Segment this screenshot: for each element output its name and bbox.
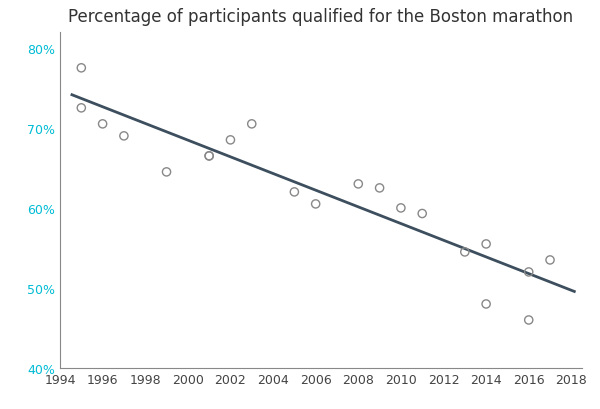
- Point: [481, 301, 491, 308]
- Point: [205, 153, 214, 160]
- Point: [524, 269, 533, 276]
- Point: [98, 121, 107, 128]
- Point: [418, 211, 427, 217]
- Point: [311, 201, 320, 208]
- Point: [77, 65, 86, 72]
- Point: [481, 241, 491, 247]
- Point: [162, 169, 172, 176]
- Point: [353, 181, 363, 188]
- Point: [545, 257, 555, 263]
- Point: [290, 189, 299, 196]
- Point: [119, 133, 129, 140]
- Point: [460, 249, 470, 256]
- Point: [77, 105, 86, 112]
- Point: [205, 153, 214, 160]
- Point: [226, 137, 235, 144]
- Title: Percentage of participants qualified for the Boston marathon: Percentage of participants qualified for…: [68, 8, 574, 26]
- Point: [247, 121, 257, 128]
- Point: [396, 205, 406, 212]
- Point: [375, 185, 385, 192]
- Point: [524, 317, 533, 324]
